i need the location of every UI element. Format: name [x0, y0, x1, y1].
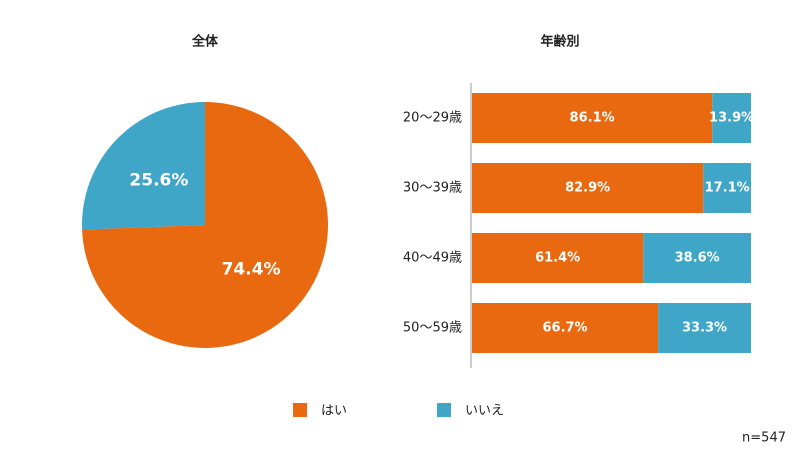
- bar-segment: [472, 163, 704, 213]
- y-tick-label: 20～29歳: [403, 111, 462, 126]
- chart-title: 年齢別: [540, 34, 579, 50]
- legend-swatch: [293, 403, 307, 417]
- chart-title: 全体: [191, 34, 219, 50]
- y-tick-label: 50～59歳: [403, 321, 462, 336]
- bar-segment: [643, 233, 751, 283]
- pie-slice: [82, 102, 328, 348]
- bar-segment: [703, 163, 751, 213]
- bar-segment: [472, 93, 713, 143]
- bar-segment: [658, 303, 751, 353]
- bar-label: 38.6%: [675, 251, 720, 266]
- bar-label: 66.7%: [542, 321, 587, 336]
- bar-label: 13.9%: [709, 111, 754, 126]
- legend-label: はい: [321, 404, 347, 419]
- slice-label: 74.4%: [222, 259, 281, 279]
- bar-label: 17.1%: [705, 181, 750, 196]
- legend-label: いいえ: [465, 404, 504, 419]
- legend-swatch: [437, 403, 451, 417]
- sample-note: n=547: [742, 431, 786, 446]
- slice-label: 25.6%: [129, 171, 188, 191]
- bar-segment: [472, 303, 659, 353]
- bar-segment: [472, 233, 644, 283]
- y-tick-label: 30～39歳: [403, 181, 462, 196]
- bar-label: 86.1%: [570, 111, 615, 126]
- bar-segment: [712, 93, 751, 143]
- bar-label: 82.9%: [565, 181, 610, 196]
- bar-label: 33.3%: [682, 321, 727, 336]
- y-tick-label: 40～49歳: [403, 251, 462, 266]
- bar-label: 61.4%: [535, 251, 580, 266]
- pie-slice: [82, 102, 205, 230]
